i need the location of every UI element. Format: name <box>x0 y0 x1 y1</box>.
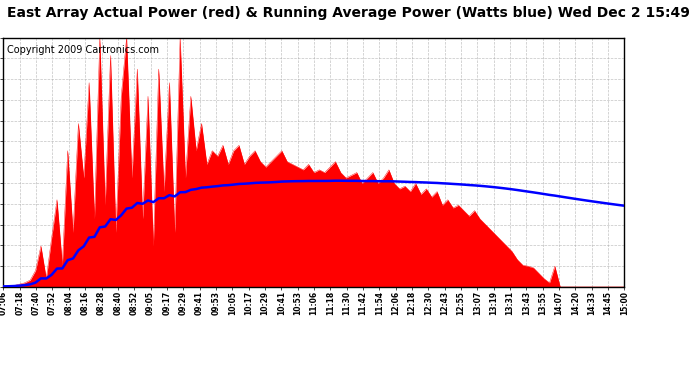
Text: Copyright 2009 Cartronics.com: Copyright 2009 Cartronics.com <box>7 45 159 55</box>
Text: East Array Actual Power (red) & Running Average Power (Watts blue) Wed Dec 2 15:: East Array Actual Power (red) & Running … <box>7 6 690 20</box>
